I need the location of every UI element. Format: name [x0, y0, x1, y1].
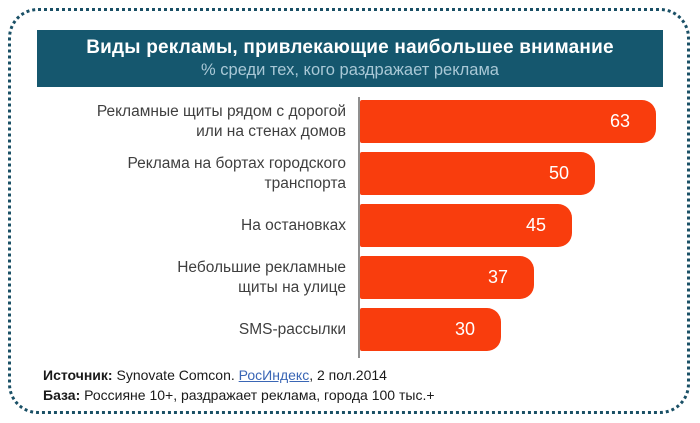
bar: 50 — [360, 152, 595, 195]
chart-subtitle: % среди тех, кого раздражает реклама — [201, 61, 499, 79]
bar-chart: Рекламные щиты рядом с дорогой или на ст… — [40, 97, 680, 358]
bar-value-label: 45 — [525, 215, 546, 235]
bar-value-label: 63 — [609, 111, 630, 131]
source-line: Источник: Synovate Comcon. РосИндекс, 2 … — [43, 366, 670, 386]
bar-track: 50 — [360, 152, 680, 195]
bar-track: 30 — [360, 308, 680, 351]
bar-value-label: 30 — [454, 319, 475, 339]
bar: 63 — [360, 100, 656, 143]
chart-row: На остановках 45 — [40, 204, 680, 247]
base-text: Россияне 10+, раздражает реклама, города… — [80, 386, 435, 403]
chart-row: Реклама на бортах городского транспорта 5… — [40, 152, 680, 195]
chart-header: Виды рекламы, привлекающие наибольшее вн… — [37, 30, 663, 87]
category-label: На остановках — [241, 216, 346, 234]
bar-value-label: 50 — [548, 163, 569, 183]
chart-title: Виды рекламы, привлекающие наибольшее вн… — [86, 37, 614, 58]
source-footer: Источник: Synovate Comcon. РосИндекс, 2 … — [43, 366, 670, 406]
base-label: База: — [43, 386, 81, 403]
bar-track: 37 — [360, 256, 680, 299]
source-text: Synovate Comcon. — [112, 367, 239, 383]
category-label: Рекламные щиты рядом с дорогой или на ст… — [96, 102, 346, 140]
base-line: База: Россияне 10+, раздражает реклама, … — [43, 386, 670, 406]
bar-value-label: 37 — [487, 267, 508, 287]
bar: 37 — [360, 256, 534, 299]
category-label: Реклама на бортах городского транспорта — [127, 154, 346, 192]
category-axis-line — [358, 97, 360, 358]
rosindex-link[interactable]: РосИндекс — [238, 367, 310, 383]
chart-row: Небольшие рекламные щиты на улице 37 — [40, 256, 680, 299]
bar: 30 — [360, 308, 501, 351]
source-label: Источник: — [43, 367, 113, 383]
bar-track: 63 — [360, 100, 680, 143]
chart-row: Рекламные щиты рядом с дорогой или на ст… — [40, 100, 680, 143]
bar: 45 — [360, 204, 572, 247]
bar-track: 45 — [360, 204, 680, 247]
category-label: Небольшие рекламные щиты на улице — [177, 258, 346, 296]
source-suffix: , 2 пол.2014 — [309, 367, 387, 383]
category-label: SMS-рассылки — [238, 320, 346, 338]
chart-rows: Рекламные щиты рядом с дорогой или на ст… — [40, 100, 680, 351]
chart-row: SMS-рассылки 30 — [40, 308, 680, 351]
